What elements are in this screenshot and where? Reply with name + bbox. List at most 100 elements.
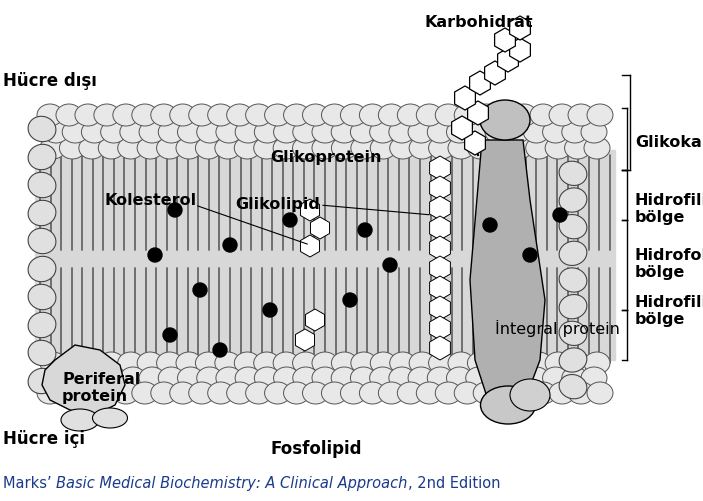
Ellipse shape	[446, 121, 472, 143]
Ellipse shape	[312, 352, 338, 374]
Ellipse shape	[292, 367, 318, 389]
Polygon shape	[451, 116, 472, 140]
Ellipse shape	[370, 121, 396, 143]
Circle shape	[163, 328, 177, 342]
Ellipse shape	[43, 121, 69, 143]
Ellipse shape	[215, 352, 241, 374]
Text: Glikokaliks: Glikokaliks	[635, 135, 703, 150]
Ellipse shape	[467, 352, 494, 374]
Polygon shape	[300, 199, 320, 221]
Text: Marks’: Marks’	[3, 476, 56, 491]
Ellipse shape	[283, 382, 309, 404]
Ellipse shape	[408, 367, 434, 389]
Ellipse shape	[487, 352, 513, 374]
Ellipse shape	[79, 137, 105, 159]
Ellipse shape	[370, 367, 396, 389]
Ellipse shape	[195, 352, 221, 374]
Circle shape	[483, 218, 497, 232]
Ellipse shape	[273, 352, 299, 374]
Ellipse shape	[480, 100, 530, 140]
Ellipse shape	[429, 352, 455, 374]
Ellipse shape	[139, 121, 165, 143]
Ellipse shape	[389, 137, 415, 159]
Text: Hidrofobik
bölge: Hidrofobik bölge	[635, 248, 703, 281]
Ellipse shape	[559, 321, 587, 346]
Ellipse shape	[568, 382, 594, 404]
Ellipse shape	[587, 104, 613, 126]
Ellipse shape	[530, 104, 556, 126]
Ellipse shape	[176, 352, 202, 374]
Ellipse shape	[226, 104, 252, 126]
Ellipse shape	[273, 121, 299, 143]
Circle shape	[358, 223, 372, 237]
Ellipse shape	[312, 137, 338, 159]
Ellipse shape	[56, 104, 82, 126]
Circle shape	[223, 238, 237, 252]
Ellipse shape	[446, 367, 472, 389]
Ellipse shape	[292, 137, 318, 159]
Ellipse shape	[101, 367, 127, 389]
Polygon shape	[430, 176, 451, 200]
Ellipse shape	[416, 104, 442, 126]
Ellipse shape	[359, 382, 385, 404]
Ellipse shape	[197, 121, 223, 143]
Text: Glikoprotein: Glikoprotein	[270, 150, 382, 165]
Ellipse shape	[207, 382, 233, 404]
Ellipse shape	[62, 367, 88, 389]
Text: İntegral protein: İntegral protein	[495, 320, 620, 337]
Ellipse shape	[113, 104, 139, 126]
Ellipse shape	[435, 104, 461, 126]
Text: , 2nd Edition: , 2nd Edition	[408, 476, 500, 491]
Polygon shape	[42, 345, 125, 415]
Ellipse shape	[492, 382, 518, 404]
Ellipse shape	[487, 137, 513, 159]
Ellipse shape	[117, 352, 143, 374]
Text: Hücre dışı: Hücre dışı	[3, 72, 97, 90]
Ellipse shape	[254, 367, 280, 389]
Ellipse shape	[397, 104, 423, 126]
Ellipse shape	[549, 382, 575, 404]
Ellipse shape	[283, 104, 309, 126]
Ellipse shape	[94, 104, 120, 126]
Ellipse shape	[545, 137, 571, 159]
Ellipse shape	[370, 352, 396, 374]
Ellipse shape	[559, 241, 587, 266]
Ellipse shape	[389, 121, 415, 143]
Ellipse shape	[340, 382, 366, 404]
Ellipse shape	[28, 228, 56, 254]
Ellipse shape	[427, 121, 453, 143]
Ellipse shape	[559, 375, 587, 399]
Ellipse shape	[245, 382, 271, 404]
Ellipse shape	[559, 161, 587, 185]
Ellipse shape	[195, 137, 221, 159]
Text: Fosfolipid: Fosfolipid	[270, 440, 361, 458]
Ellipse shape	[480, 386, 536, 424]
Ellipse shape	[511, 382, 537, 404]
Ellipse shape	[397, 382, 423, 404]
Ellipse shape	[429, 137, 455, 159]
Ellipse shape	[526, 352, 552, 374]
Ellipse shape	[216, 367, 242, 389]
Polygon shape	[510, 16, 530, 40]
Ellipse shape	[359, 104, 385, 126]
Ellipse shape	[226, 382, 252, 404]
Ellipse shape	[416, 382, 442, 404]
Text: Karbohidrat: Karbohidrat	[425, 15, 534, 30]
Ellipse shape	[511, 104, 537, 126]
Ellipse shape	[93, 408, 127, 428]
Ellipse shape	[530, 382, 556, 404]
Ellipse shape	[158, 121, 184, 143]
Ellipse shape	[473, 382, 499, 404]
Ellipse shape	[60, 352, 86, 374]
Ellipse shape	[215, 137, 241, 159]
Ellipse shape	[216, 121, 242, 143]
Ellipse shape	[312, 367, 338, 389]
Ellipse shape	[378, 104, 404, 126]
Ellipse shape	[60, 137, 86, 159]
Ellipse shape	[545, 352, 571, 374]
Ellipse shape	[98, 352, 124, 374]
Ellipse shape	[523, 121, 549, 143]
Text: Hidrofilik
bölge: Hidrofilik bölge	[635, 193, 703, 225]
Ellipse shape	[207, 104, 233, 126]
Ellipse shape	[75, 382, 101, 404]
